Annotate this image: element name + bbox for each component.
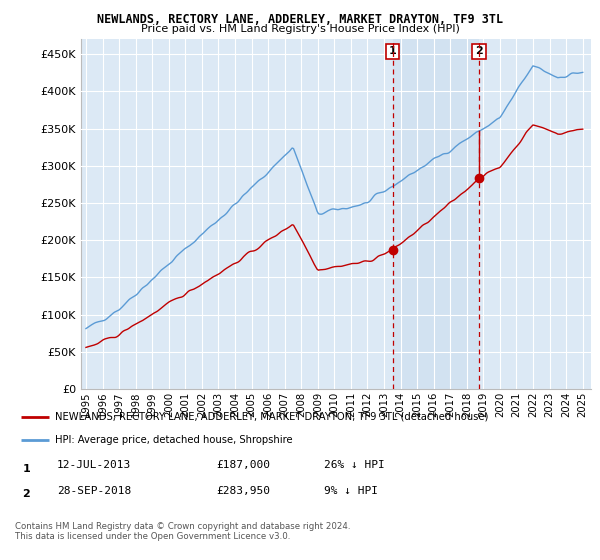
Text: 12-JUL-2013: 12-JUL-2013 — [57, 460, 131, 470]
Text: NEWLANDS, RECTORY LANE, ADDERLEY, MARKET DRAYTON, TF9 3TL (detached house): NEWLANDS, RECTORY LANE, ADDERLEY, MARKET… — [55, 412, 488, 422]
Bar — [393, 39, 479, 389]
Text: NEWLANDS, RECTORY LANE, ADDERLEY, MARKET DRAYTON, TF9 3TL: NEWLANDS, RECTORY LANE, ADDERLEY, MARKET… — [97, 13, 503, 26]
Text: 2: 2 — [23, 489, 30, 500]
Text: 26% ↓ HPI: 26% ↓ HPI — [324, 460, 385, 470]
Text: £187,000: £187,000 — [216, 460, 270, 470]
Text: £283,950: £283,950 — [216, 486, 270, 496]
Text: 1: 1 — [23, 464, 30, 474]
Text: 2: 2 — [475, 46, 483, 57]
Text: Price paid vs. HM Land Registry's House Price Index (HPI): Price paid vs. HM Land Registry's House … — [140, 24, 460, 34]
Text: Contains HM Land Registry data © Crown copyright and database right 2024.
This d: Contains HM Land Registry data © Crown c… — [15, 522, 350, 542]
Text: HPI: Average price, detached house, Shropshire: HPI: Average price, detached house, Shro… — [55, 435, 293, 445]
Text: 1: 1 — [389, 46, 397, 57]
Text: 28-SEP-2018: 28-SEP-2018 — [57, 486, 131, 496]
Text: 9% ↓ HPI: 9% ↓ HPI — [324, 486, 378, 496]
